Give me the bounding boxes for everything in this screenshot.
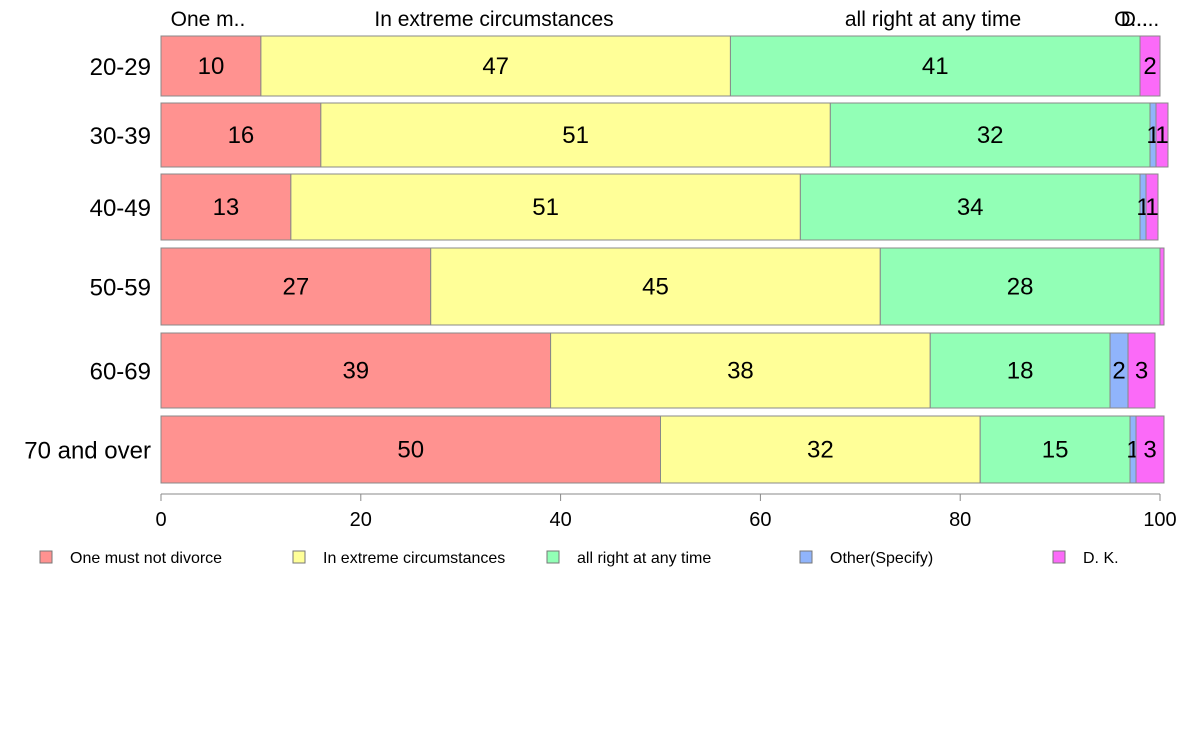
data-label: 45 bbox=[642, 274, 669, 301]
y-tick-label: 20-29 bbox=[90, 54, 151, 81]
bar-segment bbox=[160, 247, 432, 326]
data-label: 13 bbox=[213, 194, 240, 221]
legend: One must not divorce In extreme circumsta… bbox=[39, 550, 1119, 567]
bar-segment bbox=[430, 247, 881, 326]
bar-segment bbox=[1135, 415, 1165, 484]
bar-segment bbox=[1155, 102, 1169, 168]
bar-segment bbox=[260, 35, 731, 97]
legend-swatch bbox=[39, 550, 53, 564]
data-label: 1 bbox=[1145, 194, 1158, 221]
data-label: 51 bbox=[532, 194, 559, 221]
data-label: 32 bbox=[977, 122, 1004, 149]
bar-segment bbox=[829, 102, 1151, 168]
top-label-4: O... bbox=[1114, 8, 1148, 31]
data-label: 41 bbox=[922, 53, 949, 80]
bar-segment bbox=[1159, 247, 1165, 326]
data-label: 10 bbox=[198, 53, 225, 80]
data-label: 15 bbox=[1042, 437, 1069, 464]
bar-segment bbox=[1145, 173, 1159, 241]
legend-label: D. K. bbox=[1083, 550, 1119, 567]
data-label: 50 bbox=[397, 437, 424, 464]
x-tick-label: 0 bbox=[155, 509, 166, 531]
y-tick-label: 60-69 bbox=[90, 359, 151, 386]
bar-segment bbox=[1139, 35, 1161, 97]
data-label: 3 bbox=[1143, 437, 1156, 464]
bar-segment bbox=[799, 173, 1141, 241]
top-label-2: In extreme circumstances bbox=[374, 8, 613, 31]
bar-segment bbox=[979, 415, 1131, 484]
top-category-labels: One m.. In extreme circumstances all right… bbox=[171, 8, 1160, 31]
legend-swatch bbox=[292, 550, 306, 564]
data-label: 3 bbox=[1135, 358, 1148, 385]
top-label-3: all right at any time bbox=[845, 8, 1021, 31]
legend-swatch bbox=[546, 550, 560, 564]
data-label: 51 bbox=[562, 122, 589, 149]
bar-segment bbox=[879, 247, 1161, 326]
data-label: 39 bbox=[342, 358, 369, 385]
data-label: 2 bbox=[1112, 358, 1125, 385]
data-label: 16 bbox=[228, 122, 255, 149]
x-tick-label: 80 bbox=[949, 509, 971, 531]
x-tick-label: 100 bbox=[1143, 509, 1176, 531]
legend-label: all right at any time bbox=[577, 550, 711, 567]
data-label: 38 bbox=[727, 358, 754, 385]
legend-swatch bbox=[1052, 550, 1066, 564]
bar-segment bbox=[290, 173, 801, 241]
bar-segment bbox=[929, 332, 1111, 409]
data-label: 18 bbox=[1007, 358, 1034, 385]
data-label: 32 bbox=[807, 437, 834, 464]
y-tick-label: 40-49 bbox=[90, 195, 151, 222]
bar-segment bbox=[320, 102, 831, 168]
bar-segment bbox=[160, 415, 661, 484]
data-label: 27 bbox=[283, 274, 310, 301]
y-tick-label: 30-39 bbox=[90, 123, 151, 150]
legend-label: One must not divorce bbox=[70, 550, 222, 567]
data-label: 47 bbox=[482, 53, 509, 80]
legend-label: In extreme circumstances bbox=[323, 550, 505, 567]
top-label-1: One m.. bbox=[171, 8, 246, 31]
x-tick-label: 20 bbox=[350, 509, 372, 531]
y-tick-label: 50-59 bbox=[90, 275, 151, 302]
x-tick-label: 60 bbox=[749, 509, 771, 531]
top-label-5: D.... bbox=[1121, 8, 1160, 31]
data-label: 1 bbox=[1155, 122, 1168, 149]
data-label: 2 bbox=[1143, 53, 1156, 80]
x-axis: 0 20 40 60 80 100 bbox=[155, 493, 1177, 531]
data-label: 28 bbox=[1007, 274, 1034, 301]
bar-segment bbox=[160, 173, 292, 241]
y-axis-labels: 20-29 30-39 40-49 50-59 60-69 70 and over bbox=[24, 54, 151, 465]
bar-segment bbox=[160, 102, 322, 168]
legend-swatch bbox=[799, 550, 813, 564]
data-label: 34 bbox=[957, 194, 984, 221]
y-tick-label: 70 and over bbox=[24, 438, 151, 465]
bar-segment bbox=[1127, 332, 1156, 409]
legend-label: Other(Specify) bbox=[830, 550, 933, 567]
x-tick-label: 40 bbox=[549, 509, 571, 531]
